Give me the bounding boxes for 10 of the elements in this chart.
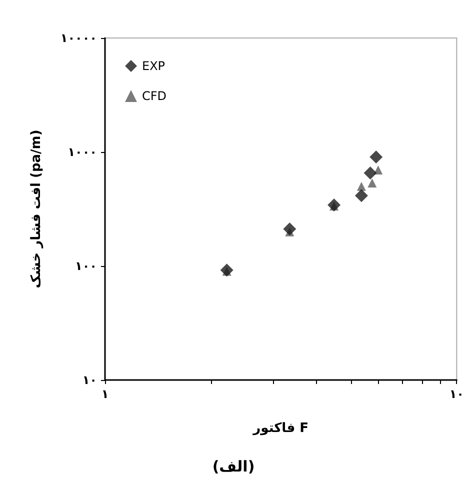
x-axis-title: فاکتور F xyxy=(252,421,308,436)
y-tick-label: ۱۰۰۰ xyxy=(68,145,97,159)
y-axis-title: افت فشار خشک (pa/m) xyxy=(29,130,44,288)
x-tick-label: ۱ xyxy=(101,387,109,401)
legend-label: EXP xyxy=(142,59,166,73)
legend-label: CFD xyxy=(142,89,167,103)
y-tick-label: ۱۰۰۰۰ xyxy=(60,31,97,45)
y-tick-label: ۱۰۰ xyxy=(75,259,97,273)
text: (الف) xyxy=(212,458,255,476)
y-tick-label: ۱۰ xyxy=(82,373,97,387)
